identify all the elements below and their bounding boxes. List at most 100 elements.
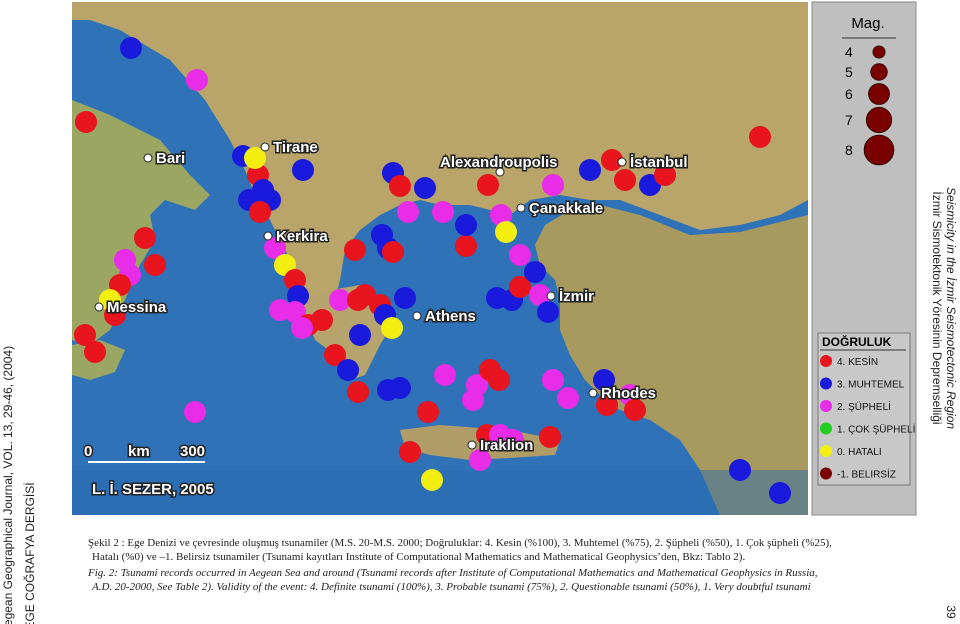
city-dot (467, 440, 477, 450)
caption: Şekil 2 : Ege Denizi ve çevresinde oluşm… (87, 537, 832, 593)
tsunami-marker (477, 174, 499, 196)
city-label: İstanbul (630, 154, 688, 171)
tsunami-marker (601, 149, 623, 171)
accuracy-symbol (820, 445, 832, 457)
tsunami-marker (249, 201, 271, 223)
tsunami-marker (144, 254, 166, 276)
city-label: Alexandroupolis (440, 154, 558, 171)
tsunami-marker (542, 369, 564, 391)
tsunami-marker (524, 261, 546, 283)
tsunami-marker (134, 227, 156, 249)
south-sea (72, 470, 808, 515)
magnitude-label: 5 (845, 64, 853, 80)
tsunami-marker (421, 469, 443, 491)
journal-citation: Aegean Geographical Journal, VOL. 13, 29… (1, 346, 15, 624)
accuracy-box (817, 332, 911, 486)
magnitude-label: 8 (845, 142, 853, 158)
accuracy-label: 1. ÇOK ŞÜPHELİ (837, 423, 915, 436)
city-dot (617, 157, 627, 167)
city-label: Tirane (273, 139, 318, 156)
tsunami-marker (490, 204, 512, 226)
italy (72, 100, 210, 345)
anatolia (535, 205, 808, 515)
magnitude-symbol (868, 83, 890, 105)
balkans (72, 2, 808, 310)
magnitude-label: 7 (845, 112, 853, 128)
tsunami-marker (186, 69, 208, 91)
accuracy-label: 0. HATALI (837, 447, 882, 458)
tsunami-marker (292, 159, 314, 181)
tsunami-marker (347, 381, 369, 403)
accuracy-symbol (820, 467, 832, 480)
accuracy-title: DOĞRULUK (822, 334, 892, 349)
tsunami-marker (104, 304, 126, 326)
magnitude-title: Mag. (851, 15, 884, 32)
tsunami-marker (244, 147, 266, 169)
city-label: Athens (425, 308, 476, 325)
tsunami-markers (74, 37, 791, 504)
tsunami-marker (539, 426, 561, 448)
magnitude-legend: 4 5 6 7 8 (845, 44, 895, 166)
tsunami-marker (84, 341, 106, 363)
tsunami-marker (749, 126, 771, 148)
tsunami-marker (537, 301, 559, 323)
tsunami-marker (311, 309, 333, 331)
page-number: 39 (944, 605, 958, 619)
city-dot (143, 153, 153, 163)
caption-line-en: A.D. 20-2000, See Table 2). Validity of … (91, 581, 811, 593)
city-dot (412, 311, 422, 321)
tsunami-marker (389, 175, 411, 197)
tsunami-marker (381, 317, 403, 339)
running-title-tr: İzmir Sismotektonik Yöresinin Depremsell… (930, 191, 944, 424)
tsunami-marker (529, 284, 551, 306)
tsunami-marker (434, 364, 456, 386)
running-title-en: Seismicity in the İzmir Seismotectonic R… (944, 187, 958, 429)
tsunami-marker (389, 377, 411, 399)
tsunami-marker (184, 401, 206, 423)
tsunami-marker (399, 441, 421, 463)
journal-title: EGE COĞRAFYA DERGİSİ (22, 482, 37, 624)
accuracy-symbol (820, 377, 832, 390)
tsunami-marker (509, 276, 531, 298)
city-label: Messina (107, 299, 167, 316)
tsunami-marker (769, 482, 791, 504)
scale-start: 0 (84, 443, 92, 460)
accuracy-symbol (820, 355, 832, 367)
tsunami-marker (417, 401, 439, 423)
city-dot (94, 302, 104, 312)
magnitude-label: 6 (845, 86, 853, 102)
city-dot (260, 142, 270, 152)
tsunami-marker (397, 201, 419, 223)
tsunami-marker (614, 169, 636, 191)
tsunami-marker (729, 459, 751, 481)
tsunami-marker (557, 387, 579, 409)
tsunami-marker (264, 237, 286, 259)
city-label: Rhodes (601, 385, 656, 402)
city-label: Iraklion (480, 437, 533, 454)
tsunami-marker (349, 324, 371, 346)
map-credit: L. İ. SEZER, 2005 (92, 481, 214, 498)
tsunami-marker (509, 244, 531, 266)
tsunami-marker (337, 359, 359, 381)
city-dot (495, 167, 505, 177)
tsunami-marker (120, 37, 142, 59)
city-dot (263, 231, 273, 241)
tsunami-marker (455, 214, 477, 236)
tsunami-marker (654, 164, 676, 186)
magnitude-symbol (863, 134, 895, 166)
tsunami-marker (495, 221, 517, 243)
caption-line-tr: Hatalı (%0) ve –1. Belirsiz tsunamiler (… (92, 551, 745, 563)
scale-end: 300 (180, 443, 205, 460)
accuracy-label: 3. MUHTEMEL (837, 380, 905, 391)
tsunami-marker (462, 389, 484, 411)
scale-unit: km (128, 443, 150, 460)
tsunami-marker (469, 449, 491, 471)
city-dot (516, 203, 526, 213)
tsunami-marker (382, 241, 404, 263)
accuracy-legend: 4. KESİN 3. MUHTEMEL 2. ŞÜPHELİ 1. ÇOK ŞÜPH… (820, 355, 915, 481)
map: Bari Tirane Alexandroupolis İstanbul Çanakka… (72, 2, 808, 515)
city-label: Kerkira (276, 228, 328, 245)
tsunami-marker (432, 201, 454, 223)
accuracy-label: 2. ŞÜPHELİ (837, 400, 891, 413)
tsunami-marker (488, 369, 510, 391)
